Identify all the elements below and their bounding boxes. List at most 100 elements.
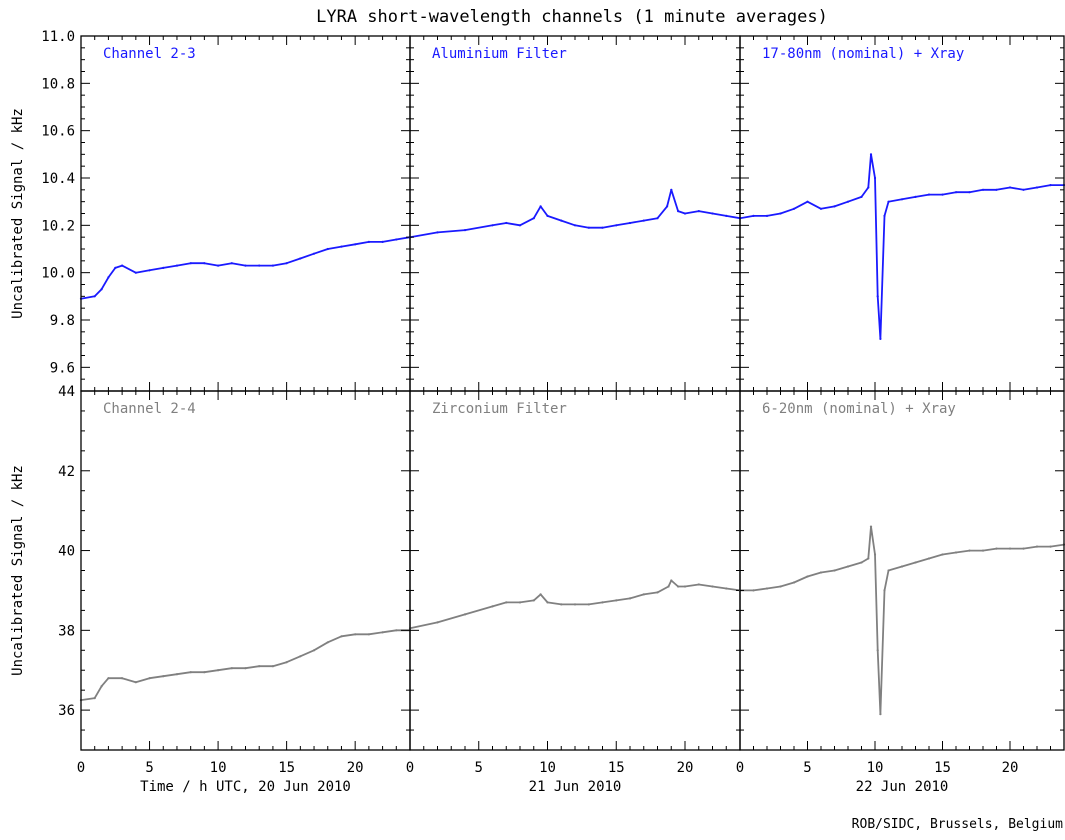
panel-4-ytick-label: 40 <box>58 544 75 560</box>
panel-3-data-point <box>806 200 809 203</box>
panel-6-data-point <box>779 585 782 588</box>
panel-5-frame <box>409 390 741 751</box>
panel-4-xtick-label: 10 <box>210 760 227 776</box>
panel-2-data-point <box>560 219 563 222</box>
panel-1-data-point <box>189 262 192 265</box>
panel-1-data-point <box>148 269 151 272</box>
panel-2-data-point <box>505 221 508 225</box>
panel-1-ytick-label: 9.6 <box>50 360 75 376</box>
panel-6-data-point <box>927 557 931 560</box>
panel-4-ytick-label: 42 <box>58 464 75 480</box>
figure-credit: ROB/SIDC, Brussels, Belgium <box>852 817 1063 832</box>
panel-1-ytick-label: 11.0 <box>41 29 75 45</box>
panel-4-data-point <box>271 665 274 668</box>
panel-5-data-point <box>436 621 439 624</box>
panel-1-data-point <box>271 264 274 267</box>
panel-3-data-point <box>914 195 917 198</box>
panel-1-ytick-label: 10.4 <box>41 171 75 187</box>
panel-1-data-point <box>381 240 384 243</box>
panel-1-data-point <box>107 276 110 279</box>
panel-6-data-point <box>765 587 769 590</box>
panel-3-data-point <box>927 193 931 196</box>
panel-5-data-point <box>642 593 645 596</box>
panel-5-data-point <box>670 579 673 582</box>
panel-1-ytick-label: 10.0 <box>41 266 75 282</box>
panel-4-xtick-label: 20 <box>347 760 364 776</box>
panel-6-data-point <box>900 565 904 568</box>
panel-2-data-point <box>628 221 632 225</box>
panel-1-data-point <box>244 264 247 267</box>
panel-5-data-point <box>697 583 700 586</box>
panel-4-xtick-label: 15 <box>278 760 295 776</box>
panel-1-data-point <box>299 257 302 260</box>
panel-6-xtick-label: 10 <box>867 760 884 776</box>
panel-1-title: Channel 2-3 <box>103 46 196 62</box>
panel-3-data-point <box>792 207 796 210</box>
panel-3-data-point <box>1008 186 1012 189</box>
panel-1-data-point <box>203 262 206 265</box>
panel-1-frame <box>80 35 411 392</box>
panel-1-ytick-label: 9.8 <box>50 313 75 329</box>
panel-3-data-point <box>995 188 998 191</box>
panel-2-data-point <box>539 205 542 208</box>
panel-1-data-point <box>258 264 261 267</box>
panel-6-data-point <box>941 553 944 556</box>
panel-5-xlabel: 21 Jun 2010 <box>529 779 622 795</box>
panel-6-data-point <box>819 571 823 574</box>
panel-3-data-point <box>883 214 886 217</box>
panel-3-frame <box>739 35 1065 392</box>
panel-1-data-point <box>175 264 179 267</box>
panel-2-data-point <box>677 210 680 213</box>
panel-2-data-point <box>532 217 535 220</box>
panel-6-data-point <box>995 547 998 550</box>
panel-6-data-point <box>879 713 882 716</box>
panel-6-data-point <box>1035 545 1039 548</box>
panel-6-data-point <box>873 553 877 556</box>
panel-1-data-point <box>340 245 343 248</box>
panel-4-data-point <box>395 629 398 632</box>
panel-4-data-point <box>217 669 220 672</box>
panel-4-ytick-label: 36 <box>58 703 75 719</box>
panel-4-data-point <box>107 677 110 680</box>
panel-4-data-point <box>299 655 302 658</box>
panel-6-xtick-label: 20 <box>1002 760 1019 776</box>
panel-4-data-point <box>100 685 103 688</box>
panel-1-data-point <box>121 264 124 267</box>
panel-6-data-point <box>867 557 870 560</box>
panel-3-data-point <box>887 200 890 203</box>
panel-1-data-point <box>134 271 137 274</box>
panel-3-data-point <box>968 191 971 194</box>
panel-2-data-point <box>656 217 659 220</box>
panel-6-xtick-label: 0 <box>736 760 744 776</box>
panel-2-data-point <box>670 188 673 191</box>
panel-4-data-point <box>162 675 165 678</box>
panel-1-data-point <box>367 240 370 243</box>
panel-1-data-point <box>354 243 357 246</box>
panel-2-data-point <box>683 212 687 215</box>
panel-5-xtick-label: 10 <box>539 760 556 776</box>
panel-4-xtick-label: 0 <box>77 760 85 776</box>
panel-1-data-point <box>217 264 220 267</box>
panel-6-data-point <box>846 565 850 568</box>
panel-4-data-point <box>134 681 137 684</box>
panel-5-data-point <box>677 585 680 588</box>
panel-6-data-point <box>869 525 873 528</box>
panel-3: 17-80nm (nominal) + Xray <box>738 35 1065 392</box>
panel-3-data-point <box>752 214 755 217</box>
panel-1-ytick-label: 10.2 <box>41 218 75 234</box>
panel-3-data-point <box>879 337 882 340</box>
panel-2-title: Aluminium Filter <box>432 46 567 62</box>
panel-6-frame <box>739 390 1065 751</box>
panel-6-data-point <box>1022 547 1025 550</box>
panel-3-data-point <box>981 188 985 191</box>
panel-6-data-point <box>954 551 958 554</box>
panel-2-data-point <box>601 226 604 229</box>
panel-2-series-line <box>409 188 741 239</box>
panel-3-data-point <box>779 212 782 215</box>
panel-3-data-point <box>954 191 958 194</box>
panel-4-data-point <box>148 677 151 680</box>
panels-group: Channel 2-3 9.6 9.8 10.0 10.2 10.4 10.6 10.8 11.… <box>10 29 1065 795</box>
panel-1: Channel 2-3 9.6 9.8 10.0 10.2 10.4 10.6 10.8 11.… <box>10 29 412 392</box>
panel-6-data-point <box>1008 547 1012 550</box>
